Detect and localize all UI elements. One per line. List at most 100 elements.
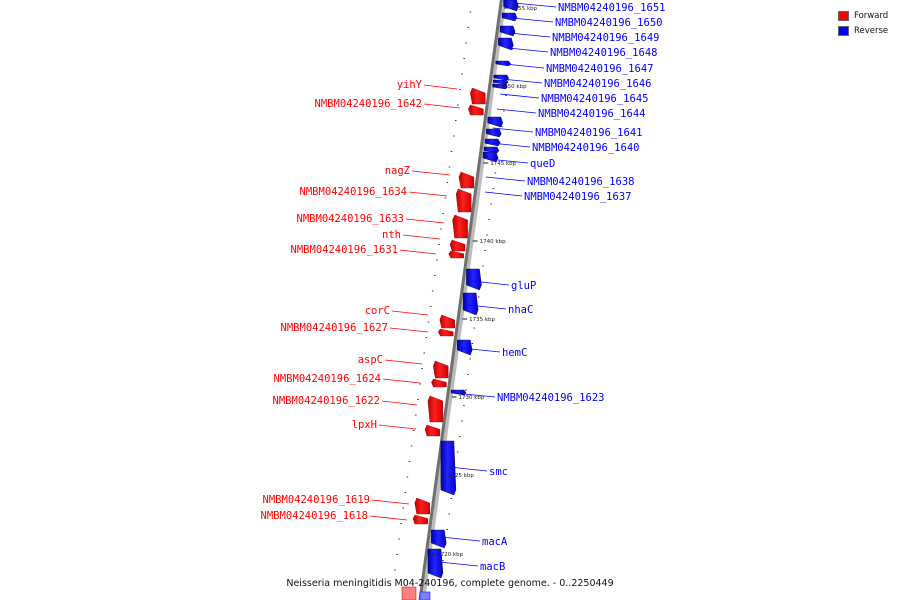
reverse-leader: [508, 32, 551, 38]
forward-gene: [433, 360, 449, 379]
forward-leader: [381, 400, 418, 406]
forward-gene-label: nth: [382, 229, 401, 241]
forward-gene-label: lpxH: [352, 419, 377, 431]
forward-gene: [458, 171, 475, 189]
reverse-gene: [431, 529, 447, 549]
forward-leader: [371, 499, 410, 505]
reverse-leader: [467, 304, 507, 310]
reverse-leader: [499, 93, 540, 99]
reverse-gene-label: NMBM04240196_1641: [535, 127, 642, 139]
reverse-leader: [501, 78, 543, 84]
legend-reverse: Reverse: [838, 24, 888, 37]
forward-gene-label: NMBM04240196_1619: [263, 494, 370, 506]
genome-backbone: [418, 0, 507, 600]
reverse-gene-label: NMBM04240196_1646: [544, 78, 651, 90]
scale-label: 1745 kbp: [490, 161, 516, 167]
forward-leader: [384, 359, 423, 365]
reverse-gene: [501, 12, 518, 22]
scale-label: 1730 kbp: [459, 395, 485, 401]
reverse-gene-partial: [419, 591, 431, 600]
reverse-gene-label: NMBM04240196_1623: [497, 392, 604, 404]
forward-leader: [402, 234, 441, 240]
forward-leader: [389, 327, 429, 333]
forward-gene-label: NMBM04240196_1627: [281, 322, 388, 334]
reverse-leader: [492, 127, 534, 133]
reverse-leader: [448, 466, 488, 472]
scale-label: 1735 kbp: [469, 317, 495, 323]
reverse-gene-label: macB: [480, 561, 505, 573]
forward-leader: [382, 378, 421, 384]
reverse-leader: [460, 347, 501, 353]
gene-labels: yihY NMBM04240196_1642 nagZ NMBM04240196_16…: [261, 2, 666, 573]
forward-gene-label: NMBM04240196_1634: [300, 186, 407, 198]
forward-gene-label: NMBM04240196_1642: [315, 98, 422, 110]
forward-gene-label: NMBM04240196_1618: [261, 510, 368, 522]
forward-leader: [423, 84, 458, 90]
reverse-gene-label: hemC: [502, 347, 527, 359]
genome-caption: Neisseria meningitidis M04-240196, compl…: [286, 578, 614, 589]
forward-gene: [438, 328, 454, 337]
forward-gene: [468, 104, 484, 116]
reverse-leader: [496, 108, 537, 114]
backbone-line: [418, 0, 503, 600]
forward-gene: [439, 314, 455, 329]
scale-label: 1740 kbp: [480, 239, 506, 245]
reverse-gene: [493, 79, 509, 85]
reverse-gene-label: NMBM04240196_1645: [541, 93, 648, 105]
forward-gene: [427, 395, 444, 423]
reverse-gene-label: macA: [482, 536, 508, 548]
reverse-gene: [462, 292, 479, 316]
scale-label: 1725 kbp: [448, 473, 474, 479]
forward-gene: [431, 378, 447, 388]
forward-gene-label: NMBM04240196_1631: [291, 244, 398, 256]
scale-label: 1720 kbp: [437, 552, 463, 558]
forward-gene: [448, 250, 465, 259]
reverse-leader: [507, 47, 549, 53]
reverse-gene-label: NMBM04240196_1650: [555, 17, 662, 29]
reverse-gene: [440, 440, 457, 496]
forward-gene: [449, 239, 466, 252]
forward-gene-label: yihY: [397, 79, 423, 91]
forward-gene-label: NMBM04240196_1633: [297, 213, 404, 225]
forward-leader: [411, 170, 451, 176]
reverse-gene: [499, 25, 516, 37]
reverse-leader: [511, 17, 554, 23]
reverse-gene-label: NMBM04240196_1647: [546, 63, 653, 75]
reverse-gene-label: NMBM04240196_1637: [524, 191, 631, 203]
reverse-leader: [503, 63, 545, 69]
reverse-leader: [513, 2, 557, 8]
legend-reverse-label: Reverse: [854, 25, 889, 36]
reverse-gene: [466, 268, 482, 291]
reverse-leader: [484, 191, 523, 197]
forward-gene: [455, 188, 472, 213]
reverse-gene: [487, 116, 504, 128]
forward-gene: [414, 497, 430, 515]
label-leader-lines: [369, 2, 557, 567]
legend: Forward Reverse: [838, 9, 888, 39]
forward-leader: [369, 515, 408, 521]
reverse-gene-label: queD: [530, 158, 555, 170]
legend-forward-label: Forward: [854, 10, 889, 21]
reverse-gene: [493, 74, 510, 81]
reverse-gene: [484, 138, 501, 147]
reverse-leader: [438, 561, 479, 567]
forward-gene: [470, 87, 486, 105]
reverse-gene: [457, 339, 473, 356]
reverse-gene: [498, 37, 514, 51]
forward-leader: [405, 218, 445, 224]
reverse-gene: [495, 60, 511, 67]
reverse-gene-label: smc: [489, 466, 508, 478]
forward-swatch: [838, 10, 849, 21]
forward-gene: [452, 214, 468, 239]
forward-gene: [412, 514, 429, 525]
reverse-leader: [487, 158, 529, 164]
legend-forward: Forward: [838, 9, 888, 22]
gene-features: [401, 0, 519, 600]
reverse-gene-label: NMBM04240196_1640: [532, 142, 639, 154]
reverse-gene: [486, 128, 502, 138]
reverse-leader: [453, 392, 496, 398]
forward-leader: [391, 310, 429, 316]
reverse-gene-label: NMBM04240196_1651: [558, 2, 665, 14]
scale-label: 1750 kbp: [501, 84, 527, 90]
